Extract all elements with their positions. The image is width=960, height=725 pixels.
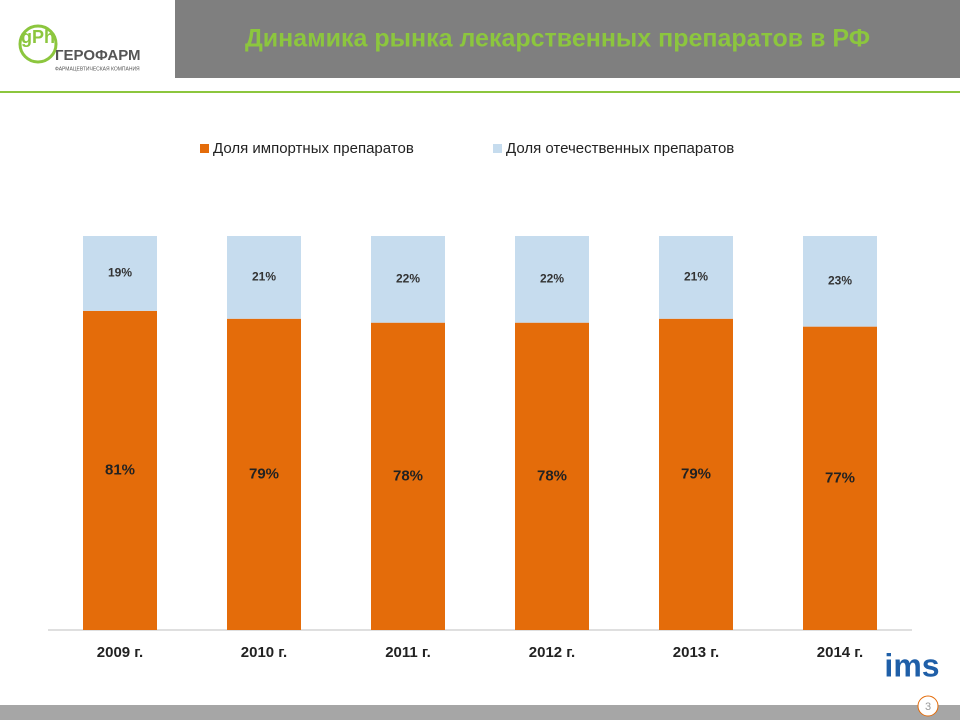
- data-label: 78%: [393, 467, 423, 484]
- data-label: 21%: [252, 270, 276, 284]
- data-label: 22%: [396, 272, 420, 286]
- legend-swatch: [200, 144, 209, 153]
- data-label: 22%: [540, 272, 564, 286]
- data-label: 79%: [249, 465, 279, 482]
- legend-label: Доля отечественных препаратов: [506, 140, 734, 157]
- bar-segment: [515, 236, 589, 323]
- bar-segment: [659, 236, 733, 319]
- data-label: 77%: [825, 469, 855, 486]
- bar-segment: [227, 318, 301, 630]
- data-label: 21%: [684, 270, 708, 284]
- bar-segment: [371, 322, 445, 630]
- bar-segment: [803, 236, 877, 327]
- data-label: 19%: [108, 266, 132, 280]
- logo-subtitle: ФАРМАЦЕВТИЧЕСКАЯ КОМПАНИЯ: [55, 66, 140, 72]
- data-label: 79%: [681, 465, 711, 482]
- x-tick-label: 2013 г.: [673, 644, 719, 661]
- brand: ims: [884, 647, 939, 683]
- bar-segment: [659, 318, 733, 630]
- bar-segment: [803, 326, 877, 630]
- footer-band: [0, 705, 960, 720]
- bar-segment: [371, 236, 445, 323]
- logo-letters: gPh: [21, 27, 55, 47]
- logo-mark: [18, 24, 58, 64]
- legend-label: Доля импортных препаратов: [213, 140, 414, 157]
- x-tick-label: 2011 г.: [385, 644, 431, 661]
- data-label: 81%: [105, 461, 135, 478]
- data-label: 23%: [828, 273, 852, 287]
- bar-segment: [83, 310, 157, 630]
- legend-swatch: [493, 144, 502, 153]
- chart-title: Динамика рынка лекарственных препаратов …: [245, 25, 870, 53]
- header-band: [175, 0, 960, 78]
- x-tick-label: 2010 г.: [241, 644, 287, 661]
- slide-number: 3: [925, 701, 931, 713]
- bar-segment: [515, 322, 589, 630]
- logo-name: ГЕРОФАРМ: [55, 47, 141, 64]
- bar-segment: [227, 236, 301, 319]
- slide-number-badge: [917, 695, 939, 717]
- x-tick-label: 2009 г.: [97, 644, 143, 661]
- x-tick-label: 2012 г.: [529, 644, 575, 661]
- x-tick-label: 2014 г.: [817, 644, 863, 661]
- bar-segment: [83, 236, 157, 311]
- data-label: 78%: [537, 467, 567, 484]
